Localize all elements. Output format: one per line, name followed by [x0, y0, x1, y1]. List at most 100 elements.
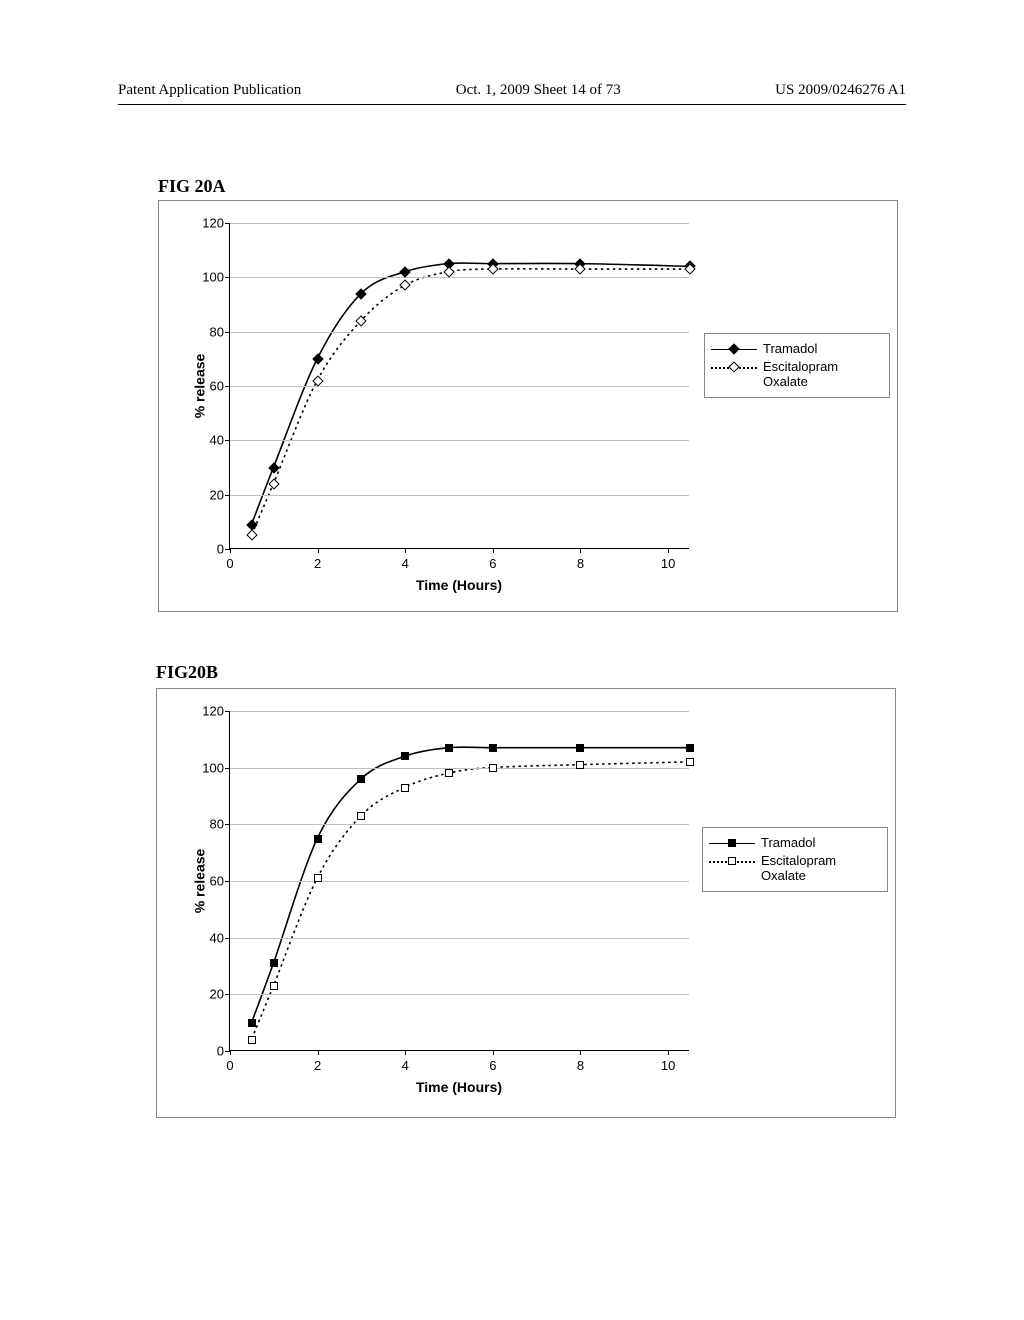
data-marker [356, 288, 367, 299]
data-marker [312, 353, 323, 364]
legend-swatch [709, 836, 755, 850]
figure-label-b: FIG20B [156, 662, 218, 683]
gridline [230, 223, 689, 224]
ytick-label: 20 [190, 487, 230, 502]
data-marker [686, 758, 694, 766]
data-marker [270, 982, 278, 990]
data-marker [312, 375, 323, 386]
xtick [230, 1050, 231, 1055]
data-marker [314, 874, 322, 882]
ytick-label: 0 [190, 542, 230, 557]
data-marker [401, 784, 409, 792]
gridline [230, 711, 689, 712]
data-marker [357, 812, 365, 820]
legend-item: Tramadol [711, 342, 883, 356]
data-marker [246, 530, 257, 541]
gridline [230, 881, 689, 882]
xtick-label: 0 [226, 556, 233, 571]
legend-item: Escitalopram Oxalate [709, 854, 881, 883]
legend-label: Escitalopram Oxalate [761, 854, 881, 883]
legend-item: Escitalopram Oxalate [711, 360, 883, 389]
chart-b-yaxis-title: % release [191, 849, 207, 914]
data-marker [356, 315, 367, 326]
data-marker [268, 462, 279, 473]
gridline [230, 824, 689, 825]
xtick-label: 2 [314, 556, 321, 571]
series-line [252, 762, 689, 1039]
xtick [318, 1050, 319, 1055]
data-marker [400, 266, 411, 277]
chart-b-plot-area: 0204060801001200246810 [229, 711, 689, 1051]
gridline [230, 938, 689, 939]
data-marker [314, 835, 322, 843]
data-marker [268, 478, 279, 489]
xtick [405, 1050, 406, 1055]
xtick [405, 548, 406, 553]
chart-b-legend: Tramadol Escitalopram Oxalate [702, 827, 888, 892]
series-line [252, 747, 689, 1022]
xtick [668, 548, 669, 553]
xtick [318, 548, 319, 553]
xtick-label: 10 [661, 556, 675, 571]
ytick-label: 100 [190, 270, 230, 285]
chart-a-yaxis-title: % release [191, 354, 207, 419]
ytick-label: 40 [190, 433, 230, 448]
legend-item: Tramadol [709, 836, 881, 850]
xtick [668, 1050, 669, 1055]
legend-swatch [709, 854, 755, 868]
legend-label: Tramadol [763, 342, 817, 356]
legend-swatch [711, 342, 757, 356]
data-marker [489, 764, 497, 772]
ytick-label: 80 [190, 817, 230, 832]
data-marker [576, 761, 584, 769]
data-marker [445, 769, 453, 777]
chart-b-xaxis-title: Time (Hours) [416, 1079, 502, 1095]
data-marker [270, 959, 278, 967]
ytick-label: 20 [190, 987, 230, 1002]
data-marker [686, 744, 694, 752]
xtick-label: 6 [489, 556, 496, 571]
figure-label-a: FIG 20A [158, 176, 226, 197]
xtick [580, 1050, 581, 1055]
chart-a-plot-area: 0204060801001200246810 [229, 223, 689, 549]
legend-label: Tramadol [761, 836, 815, 850]
header-right: US 2009/0246276 A1 [775, 82, 906, 99]
data-marker [576, 744, 584, 752]
xtick [230, 548, 231, 553]
ytick-label: 120 [190, 216, 230, 231]
page-header: Patent Application Publication Oct. 1, 2… [0, 82, 1024, 99]
xtick [580, 548, 581, 553]
data-marker [248, 1036, 256, 1044]
gridline [230, 495, 689, 496]
chart-a-legend: Tramadol Escitalopram Oxalate [704, 333, 890, 398]
ytick-label: 120 [190, 704, 230, 719]
ytick-label: 0 [190, 1044, 230, 1059]
xtick [493, 548, 494, 553]
xtick [493, 1050, 494, 1055]
gridline [230, 277, 689, 278]
gridline [230, 440, 689, 441]
ytick-label: 80 [190, 324, 230, 339]
data-marker [443, 266, 454, 277]
legend-label: Escitalopram Oxalate [763, 360, 883, 389]
data-marker [357, 775, 365, 783]
legend-swatch [711, 360, 757, 374]
chart-a-xaxis-title: Time (Hours) [416, 577, 502, 593]
header-center: Oct. 1, 2009 Sheet 14 of 73 [456, 82, 621, 99]
xtick-label: 8 [577, 556, 584, 571]
data-marker [445, 744, 453, 752]
header-left: Patent Application Publication [118, 82, 301, 99]
chart-a: 0204060801001200246810 % release Time (H… [158, 200, 898, 612]
data-marker [400, 280, 411, 291]
xtick-label: 0 [226, 1058, 233, 1073]
ytick-label: 100 [190, 760, 230, 775]
ytick-label: 40 [190, 930, 230, 945]
data-marker [489, 744, 497, 752]
xtick-label: 8 [577, 1058, 584, 1073]
gridline [230, 768, 689, 769]
chart-b: 0204060801001200246810 % release Time (H… [156, 688, 896, 1118]
xtick-label: 4 [402, 556, 409, 571]
xtick-label: 4 [402, 1058, 409, 1073]
gridline [230, 994, 689, 995]
data-marker [401, 752, 409, 760]
